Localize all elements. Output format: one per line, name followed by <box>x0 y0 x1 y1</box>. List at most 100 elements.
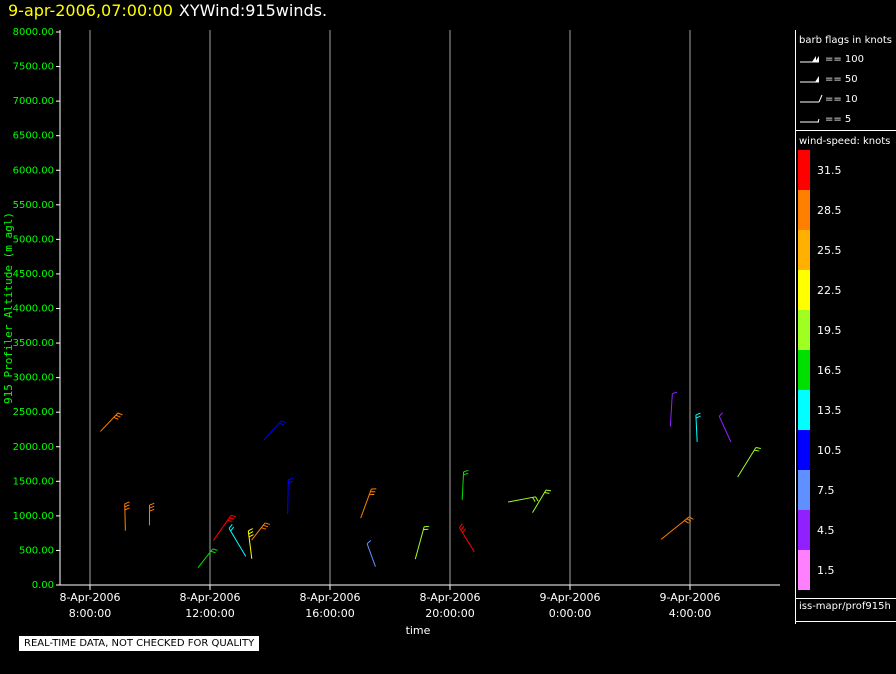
wind-barb <box>251 522 266 541</box>
x-tick-date: 8-Apr-2006 <box>59 591 120 604</box>
y-tick-label: 1000.00 <box>13 511 54 522</box>
colorbar-segment <box>798 390 810 430</box>
wind-barb <box>124 503 126 531</box>
barb-legend-label: == 50 <box>825 74 858 85</box>
y-tick-label: 3000.00 <box>13 373 54 384</box>
wind-barb <box>461 471 465 501</box>
barb-legend-5: == 5 <box>799 113 851 127</box>
y-tick-label: 8000.00 <box>13 27 54 38</box>
y-tick-label: 3500.00 <box>13 338 54 349</box>
wind-barb <box>414 526 425 560</box>
wind-barb <box>718 416 732 443</box>
barb-flag <box>210 550 216 554</box>
barb-legend-label: == 100 <box>825 54 865 65</box>
legend-footer: iss-mapr/prof915h <box>799 601 891 612</box>
barb-flag <box>695 415 701 419</box>
colorbar-label: 19.5 <box>817 324 842 337</box>
barb-flag <box>545 489 552 492</box>
wind-barb <box>660 516 690 540</box>
barb-flag <box>228 524 233 529</box>
colorbar-label: 10.5 <box>817 444 842 457</box>
barb-legend-50: == 50 <box>799 73 858 87</box>
x-tick-date: 8-Apr-2006 <box>419 591 480 604</box>
legend-divider <box>796 598 896 599</box>
wind-barb <box>508 496 536 503</box>
barb-flag <box>463 472 469 476</box>
colorbar-label: 1.5 <box>817 564 835 577</box>
colorbar-segment <box>798 230 810 270</box>
barb-flag <box>460 525 465 531</box>
barb-flag <box>149 505 155 509</box>
disclaimer-banner: REAL-TIME DATA, NOT CHECKED FOR QUALITY <box>19 636 260 651</box>
colorbar-segment <box>798 550 810 590</box>
x-axis-label: time <box>406 624 431 637</box>
barb-flag <box>532 497 536 502</box>
barb-flag <box>261 527 267 530</box>
colorbar-segment <box>798 310 810 350</box>
barb-flag <box>212 548 218 551</box>
barb-100-icon <box>800 56 819 63</box>
legend-divider <box>796 621 896 622</box>
barb-flag <box>248 534 254 538</box>
barb-flag <box>458 523 463 528</box>
legend-divider <box>796 130 896 131</box>
wind-barb <box>669 393 673 427</box>
barb-flag <box>230 514 236 518</box>
x-tick-time: 16:00:00 <box>305 607 354 620</box>
barb-flag <box>117 412 123 416</box>
barb-flag <box>263 524 269 528</box>
y-tick-label: 4000.00 <box>13 304 54 315</box>
colorbar-segment <box>798 150 810 190</box>
y-tick-label: 2500.00 <box>13 407 54 418</box>
wind-barbs <box>100 391 761 569</box>
y-tick-label: 6500.00 <box>13 131 54 142</box>
x-tick-date: 9-Apr-2006 <box>539 591 600 604</box>
barb-flag <box>124 507 130 511</box>
barb-flag <box>124 504 130 508</box>
x-ticks: 8-Apr-2006 8:00:00 8-Apr-2006 12:00:00 8-Apr… <box>59 585 721 620</box>
barb-flag <box>463 469 469 473</box>
colorbar-label: 13.5 <box>817 404 842 417</box>
y-ticks: 0.00 500.00 1000.00 1500.00 2000.00 2500.00 30… <box>13 27 60 591</box>
barb-flag <box>755 447 761 449</box>
y-tick-label: 1500.00 <box>13 476 54 487</box>
barb-flag <box>672 391 678 395</box>
barb-flag <box>695 412 701 416</box>
barb-legend-100: == 100 <box>799 53 864 67</box>
barb-flag <box>718 412 724 417</box>
x-tick-time: 20:00:00 <box>425 607 474 620</box>
barb-flag <box>230 526 235 532</box>
wind-barb <box>197 548 214 569</box>
x-tick-time: 8:00:00 <box>69 607 111 620</box>
wind-barb <box>366 543 376 567</box>
gridlines <box>89 30 691 585</box>
speed-colorbar <box>798 150 810 590</box>
y-tick-label: 2000.00 <box>13 442 54 453</box>
colorbar-segment <box>798 430 810 470</box>
colorbar-segment <box>798 350 810 390</box>
barb-flag <box>149 502 155 506</box>
y-tick-label: 5500.00 <box>13 200 54 211</box>
colorbar-label: 25.5 <box>817 244 842 257</box>
barb-flag <box>366 540 372 545</box>
y-tick-label: 5000.00 <box>13 234 54 245</box>
barb-flag <box>754 449 760 452</box>
barb-legend-title: barb flags in knots <box>799 35 892 46</box>
barb-flag <box>535 496 539 502</box>
barb-flag <box>686 518 692 522</box>
y-tick-label: 6000.00 <box>13 165 54 176</box>
barb-flag <box>115 414 121 418</box>
wind-barb <box>212 515 232 541</box>
barb-legend-label: == 5 <box>825 114 852 125</box>
x-tick-time: 12:00:00 <box>185 607 234 620</box>
x-tick-time: 0:00:00 <box>549 607 591 620</box>
header-date: 9-apr-2006,07:00:00 <box>8 1 173 20</box>
wind-barb <box>100 412 119 432</box>
colorbar-segment <box>798 270 810 310</box>
y-tick-label: 500.00 <box>19 545 54 556</box>
y-tick-label: 0.00 <box>32 580 54 591</box>
colorbar-label: 4.5 <box>817 524 835 537</box>
barb-50-icon <box>800 76 819 83</box>
barb-legend-label: == 10 <box>825 94 858 105</box>
